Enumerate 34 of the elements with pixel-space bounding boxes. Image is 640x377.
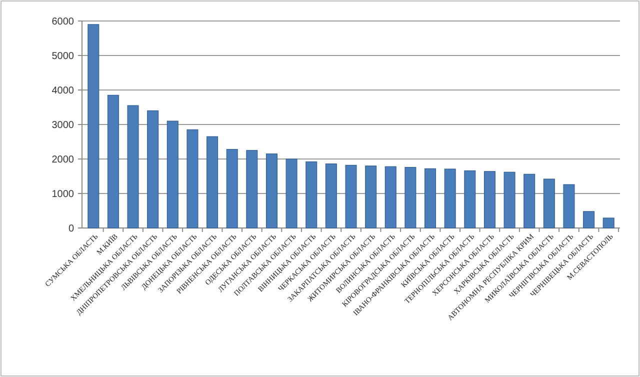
y-tick-label: 2000 [52, 154, 74, 166]
bar [345, 164, 357, 228]
bar [166, 120, 178, 228]
bar [266, 154, 278, 228]
y-tick-label: 5000 [52, 51, 74, 62]
bar [563, 184, 575, 228]
bar [186, 129, 198, 228]
y-tick-label: 1000 [52, 189, 74, 200]
bar [602, 218, 614, 228]
bar [504, 172, 516, 228]
bar [325, 164, 337, 228]
y-tick-label: 3000 [52, 120, 74, 131]
bar [524, 174, 536, 228]
y-tick-label: 4000 [52, 86, 74, 96]
bar [246, 150, 258, 228]
bar [286, 158, 298, 228]
bar [206, 136, 218, 228]
bar [88, 24, 100, 228]
y-tick-label: 6000 [52, 16, 74, 28]
bar [424, 168, 436, 228]
bar [543, 178, 555, 228]
bar [147, 110, 159, 228]
bar [365, 166, 377, 228]
bar [306, 161, 318, 228]
y-tick-label: 0 [68, 224, 74, 234]
bar [226, 149, 238, 228]
bar [484, 171, 496, 228]
bar [464, 170, 476, 228]
bar [444, 168, 456, 228]
bar [404, 166, 416, 228]
bar [583, 211, 595, 228]
bar [384, 166, 396, 228]
bar [127, 105, 139, 228]
bar [107, 94, 119, 228]
